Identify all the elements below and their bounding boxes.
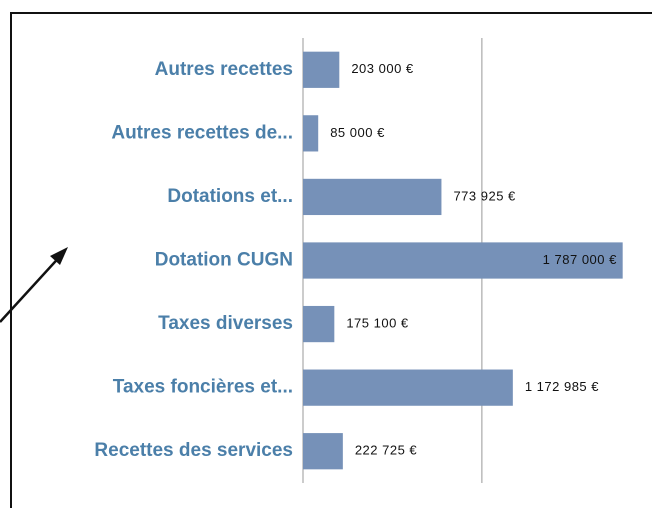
bar	[303, 51, 340, 88]
arrow-head	[50, 247, 68, 265]
value-label: 222 725 €	[355, 443, 418, 458]
value-label: 773 925 €	[453, 188, 516, 203]
category-label: Autres recettes	[155, 59, 293, 80]
category-label: Taxes diverses	[158, 313, 293, 334]
category-label: Recettes des services	[94, 440, 293, 461]
bar	[303, 115, 319, 152]
bar	[303, 305, 335, 343]
value-label: 203 000 €	[351, 61, 414, 76]
category-label: Dotations et...	[167, 186, 293, 207]
bar	[303, 369, 513, 406]
category-label: Taxes foncières et...	[113, 377, 293, 398]
arrow-shaft	[0, 251, 65, 323]
value-label: 175 100 €	[346, 316, 409, 331]
bar	[303, 178, 442, 216]
bar	[303, 433, 343, 470]
bar	[303, 242, 623, 279]
frame	[10, 12, 652, 508]
category-label: Autres recettes de...	[111, 122, 293, 143]
value-label: 85 000 €	[330, 125, 385, 140]
value-label: 1 172 985 €	[525, 379, 599, 394]
category-label: Dotation CUGN	[155, 250, 293, 271]
value-label: 1 787 000 €	[543, 252, 617, 267]
